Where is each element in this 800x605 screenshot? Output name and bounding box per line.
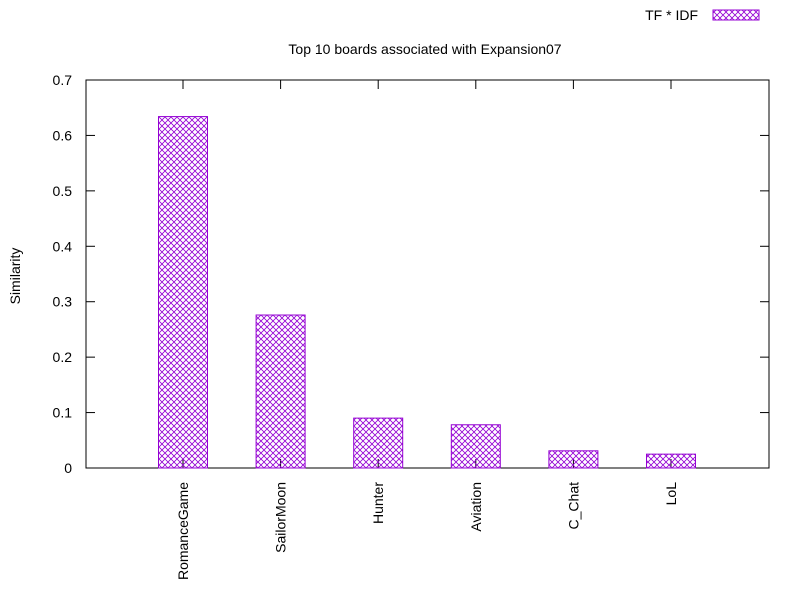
bar-aviation xyxy=(450,424,501,469)
y-axis-ticks: 0 0.1 0.2 0.3 0.4 0.5 0.6 0.7 xyxy=(53,72,769,476)
x-tick-label: Aviation xyxy=(468,482,484,532)
y-axis-label: Similarity xyxy=(7,248,23,305)
bar-romancegame xyxy=(158,116,208,469)
x-tick-label: LoL xyxy=(663,482,679,506)
bar-c-chat xyxy=(548,450,599,469)
bar-sailormoon xyxy=(255,314,306,469)
y-tick-label: 0.5 xyxy=(53,183,73,199)
x-tick-label: SailorMoon xyxy=(273,482,289,553)
x-tick-label: RomanceGame xyxy=(175,482,191,580)
y-tick-label: 0.1 xyxy=(53,405,73,421)
bar-hunter xyxy=(353,417,404,469)
x-tick-label: C_Chat xyxy=(565,482,581,530)
plot-frame xyxy=(85,79,770,469)
y-tick-label: 0.2 xyxy=(53,349,73,365)
legend: TF * IDF xyxy=(645,7,760,23)
chart-title: Top 10 boards associated with Expansion0… xyxy=(288,41,561,57)
legend-label: TF * IDF xyxy=(645,7,698,23)
bar-lol xyxy=(646,453,696,469)
y-tick-label: 0 xyxy=(64,460,72,476)
bars xyxy=(158,116,696,469)
y-tick-label: 0.6 xyxy=(53,127,73,143)
x-tick-label: Hunter xyxy=(370,482,386,524)
legend-swatch xyxy=(712,9,760,21)
x-axis-ticks: RomanceGame SailorMoon Hunter Aviation C_Cha… xyxy=(175,80,679,580)
y-tick-label: 0.7 xyxy=(53,72,73,88)
y-tick-label: 0.3 xyxy=(53,294,73,310)
y-tick-label: 0.4 xyxy=(53,238,73,254)
